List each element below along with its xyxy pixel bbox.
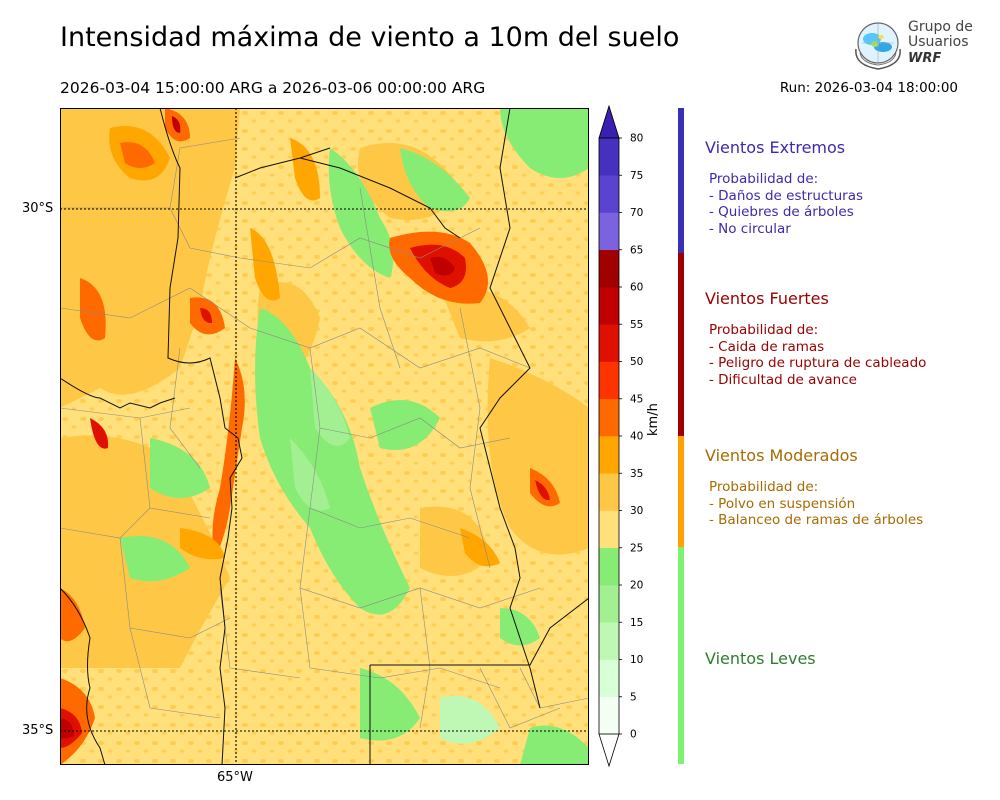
colorbar-tick-label: 40 bbox=[630, 431, 643, 443]
globe-logo-icon bbox=[855, 22, 901, 70]
colorbar-tick-label: 75 bbox=[630, 170, 643, 182]
bar-leves bbox=[678, 547, 684, 764]
colorbar-tick-label: 10 bbox=[630, 654, 643, 666]
colorbar-segment bbox=[599, 547, 619, 586]
colorbar-segment bbox=[599, 287, 619, 325]
colorbar-segment bbox=[599, 659, 619, 698]
lat-label-30s: 30°S bbox=[22, 201, 54, 216]
colorbar-tick-label: 0 bbox=[630, 729, 637, 741]
colorbar-tick-label: 70 bbox=[630, 207, 643, 219]
desc-line: Probabilidad de: bbox=[709, 479, 819, 495]
colorbar-tick-label: 65 bbox=[630, 244, 643, 256]
graticule bbox=[60, 108, 589, 765]
wind-map bbox=[60, 108, 589, 765]
grupo-wrf-logo: Grupo de Usuarios WRF bbox=[848, 17, 978, 73]
colorbar-segment bbox=[599, 473, 619, 511]
wind-colorbar: 0 5 10 15 20 25 30 35 40 45 50 55 60 65 70 75 80 bbox=[598, 104, 643, 768]
colorbar-segment bbox=[599, 249, 619, 288]
colorbar-tick-label: 20 bbox=[630, 580, 643, 592]
logo-line-3: WRF bbox=[908, 51, 942, 66]
category-extremos-name: Vientos Extremos bbox=[705, 138, 846, 157]
province-boundaries bbox=[60, 108, 589, 765]
run-time: Run: 2026-03-04 18:00:00 bbox=[779, 80, 958, 96]
colorbar-segment bbox=[599, 696, 619, 735]
category-moderados-desc: Probabilidad de: - Polvo en suspensión -… bbox=[709, 479, 923, 529]
desc-line: - Dificultad de avance bbox=[709, 371, 857, 388]
category-fuertes-desc: Probabilidad de: - Caida de ramas - Peli… bbox=[709, 322, 926, 388]
colorbar-segment bbox=[599, 361, 619, 400]
category-leves-name: Vientos Leves bbox=[705, 649, 816, 668]
category-extremos-desc: Probabilidad de: - Daños de estructuras … bbox=[709, 171, 863, 237]
colorbar-unit: km/h bbox=[646, 403, 661, 436]
colorbar-tick-label: 60 bbox=[630, 282, 643, 294]
category-extremos: Vientos Extremos Probabilidad de: - Daño… bbox=[705, 138, 863, 237]
colorbar-segment bbox=[599, 138, 619, 176]
colorbar-segment bbox=[599, 175, 619, 213]
desc-line: - Polvo en suspensión bbox=[709, 495, 856, 512]
colorbar-tick-label: 50 bbox=[630, 356, 643, 368]
colorbar-tick-label: 5 bbox=[630, 691, 637, 703]
colorbar-tick-label: 30 bbox=[630, 505, 643, 517]
map-title: Intensidad máxima de viento a 10m del su… bbox=[60, 22, 680, 53]
desc-line: Probabilidad de: bbox=[709, 322, 819, 338]
bar-fuertes bbox=[678, 253, 684, 436]
colorbar-segment bbox=[599, 398, 619, 437]
desc-line: - No circular bbox=[709, 220, 791, 237]
zone-strong bbox=[60, 108, 560, 765]
forecast-period: 2026-03-04 15:00:00 ARG a 2026-03-06 00:… bbox=[60, 79, 486, 97]
colorbar-segment bbox=[599, 324, 619, 362]
desc-line: Probabilidad de: bbox=[709, 171, 819, 187]
colorbar-segment bbox=[599, 622, 619, 660]
category-moderados: Vientos Moderados Probabilidad de: - Pol… bbox=[705, 446, 923, 529]
colorbar-segment bbox=[599, 436, 619, 474]
colorbar-tick-label: 55 bbox=[630, 319, 643, 331]
colorbar-under-arrow bbox=[598, 733, 620, 768]
desc-line: - Caida de ramas bbox=[709, 338, 825, 355]
map-frame bbox=[60, 108, 589, 765]
category-fuertes-name: Vientos Fuertes bbox=[705, 289, 829, 308]
desc-line: - Daños de estructuras bbox=[709, 187, 864, 204]
colorbar-segment bbox=[599, 510, 619, 549]
district-boundaries bbox=[60, 137, 589, 729]
category-leves: Vientos Leves bbox=[705, 649, 816, 668]
colorbar-over-arrow bbox=[598, 104, 620, 139]
logo-line-2: Usuarios bbox=[908, 34, 969, 50]
category-fuertes: Vientos Fuertes Probabilidad de: - Caida… bbox=[705, 289, 926, 388]
desc-line: - Peligro de ruptura de cableado bbox=[709, 355, 927, 371]
colorbar-tick-label: 25 bbox=[630, 542, 643, 554]
colorbar-tick-label: 15 bbox=[630, 617, 643, 629]
category-moderados-name: Vientos Moderados bbox=[705, 446, 858, 465]
colorbar-tick-label: 80 bbox=[630, 133, 643, 145]
desc-line: - Balanceo de ramas de árboles bbox=[709, 512, 924, 528]
lat-label-35s: 35°S bbox=[22, 723, 54, 738]
bar-extremos bbox=[678, 108, 684, 253]
logo-line-1: Grupo de bbox=[908, 19, 973, 35]
colorbar-tick-label: 35 bbox=[630, 468, 643, 480]
desc-line: - Quiebres de árboles bbox=[709, 204, 854, 220]
colorbar-segment bbox=[599, 585, 619, 623]
colorbar-segment bbox=[599, 212, 619, 251]
lon-label-65w: 65°W bbox=[217, 770, 253, 785]
bar-moderados bbox=[678, 436, 684, 547]
colorbar-tick-label: 45 bbox=[630, 393, 643, 405]
